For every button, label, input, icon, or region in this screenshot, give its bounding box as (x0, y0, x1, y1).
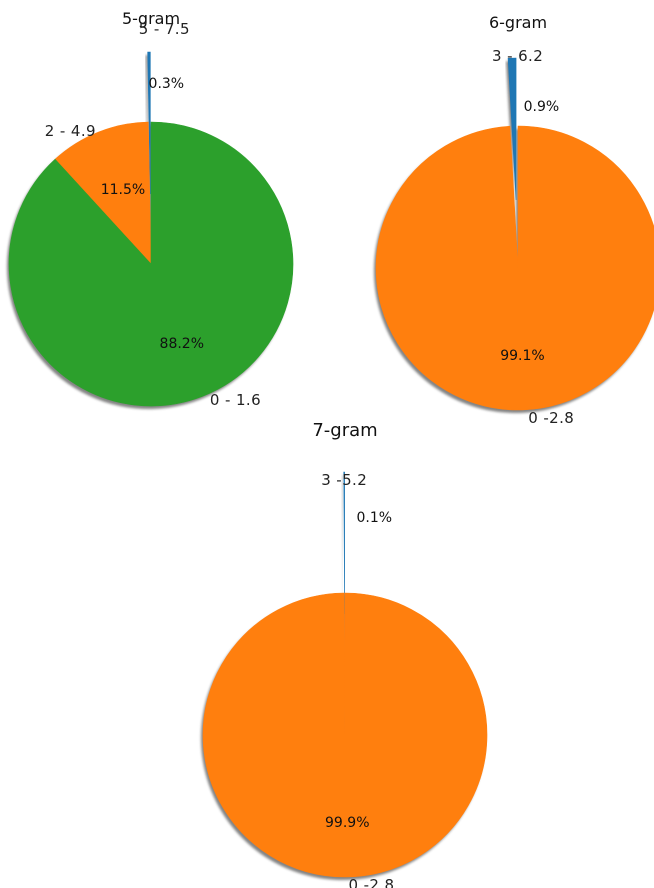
slice-label: 0 -2.8 (348, 876, 394, 888)
slice-percent-label: 11.5% (101, 182, 145, 198)
pie-slice-3-6-2 (507, 57, 517, 201)
chart-title: 7-gram (312, 420, 377, 441)
chart-title: 6-gram (489, 13, 547, 32)
slice-percent-label: 0.9% (524, 99, 560, 115)
pie-slice-0-2-8 (375, 125, 654, 411)
pie-6-gram: 6-gram 3 - 6.2 0 -2.8 0.9% 99.1% (374, 13, 654, 427)
pie-slice-3-5-2 (343, 471, 345, 615)
slice-label: 3 -5.2 (321, 471, 367, 489)
pie-slice-5-7-5 (147, 51, 151, 195)
slice-label: 5 - 7.5 (139, 20, 190, 38)
slice-label: 0 - 1.6 (210, 391, 261, 409)
slice-percent-label: 99.1% (500, 348, 544, 364)
chart-title: 5-gram (122, 9, 180, 28)
slice-percent-label: 0.3% (149, 76, 185, 92)
slice-percent-label: 0.1% (357, 510, 393, 526)
pie-7-gram: 7-gram 3 -5.2 0 -2.8 0.1% 99.9% (200, 420, 488, 888)
slice-percent-label: 88.2% (160, 336, 204, 352)
pie-slice-2-4-9 (54, 121, 152, 265)
pie-slice-0-2-8 (202, 592, 488, 878)
slice-label: 3 - 6.2 (492, 47, 543, 65)
slice-label: 0 -2.8 (528, 409, 574, 427)
slice-percent-label: 99.9% (325, 815, 369, 831)
slice-label: 2 - 4.9 (45, 122, 96, 140)
slice-shadow (341, 475, 343, 618)
pie-slice-0-1-6 (8, 121, 294, 407)
